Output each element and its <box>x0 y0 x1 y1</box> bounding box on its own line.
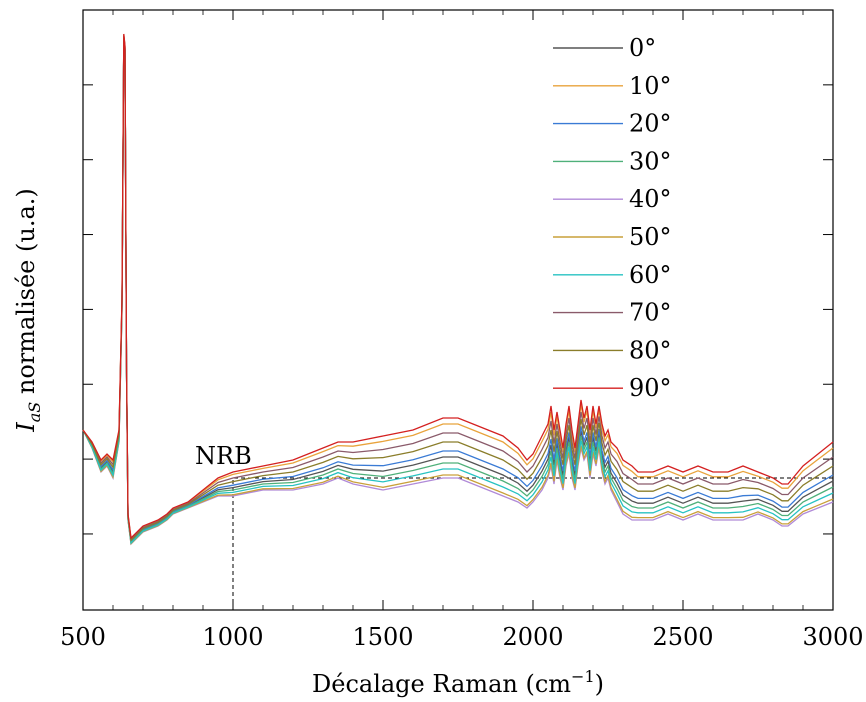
legend-label: 50° <box>629 223 672 251</box>
legend-label: 90° <box>629 374 672 402</box>
legend-label: 30° <box>629 147 672 175</box>
legend-label: 80° <box>629 336 672 364</box>
x-axis-title: Décalage Raman (cm−1) <box>312 667 604 698</box>
x-tick-label: 500 <box>60 623 106 651</box>
plot-frame <box>82 9 834 611</box>
series-line-90deg <box>82 33 834 540</box>
series-line-20deg <box>82 37 834 543</box>
series-line-70deg <box>82 35 834 541</box>
x-tick-label: 2000 <box>502 623 563 651</box>
series-line-80deg <box>82 36 834 542</box>
nrb-annotation: NRB <box>195 442 252 470</box>
series-lines <box>82 33 834 546</box>
x-tick-label: 2500 <box>652 623 713 651</box>
legend-label: 40° <box>629 185 672 213</box>
y-axis-title-main: I <box>12 422 40 433</box>
nrb-dashed-box <box>232 477 833 610</box>
y-axis-title-rest: normalisée (u.a.) <box>12 188 40 402</box>
y-axis-title: IaS normalisée (u.a.) <box>12 188 44 433</box>
legend-label: 60° <box>629 261 672 289</box>
axis-ticks: 500 1000 1500 2000 2500 3000 <box>60 10 864 651</box>
x-axis-title-close: ) <box>595 670 604 698</box>
legend-label: 10° <box>629 72 672 100</box>
legend-label: 20° <box>629 110 672 138</box>
series-line-60deg <box>82 39 834 545</box>
x-tick-label: 3000 <box>802 623 863 651</box>
legend-label: 0° <box>629 34 656 62</box>
legend-label: 70° <box>629 299 672 327</box>
legend: 0° 10° 20° 30° 40° 50° 60° 70° 80° 90° <box>553 34 672 402</box>
x-axis-title-sup: −1 <box>571 667 595 686</box>
y-axis-title-sub: aS <box>25 402 44 423</box>
x-tick-label: 1500 <box>352 623 413 651</box>
nrb-region <box>232 477 833 610</box>
x-axis-title-main: Décalage Raman (cm <box>312 670 571 698</box>
x-tick-label: 1000 <box>202 623 263 651</box>
